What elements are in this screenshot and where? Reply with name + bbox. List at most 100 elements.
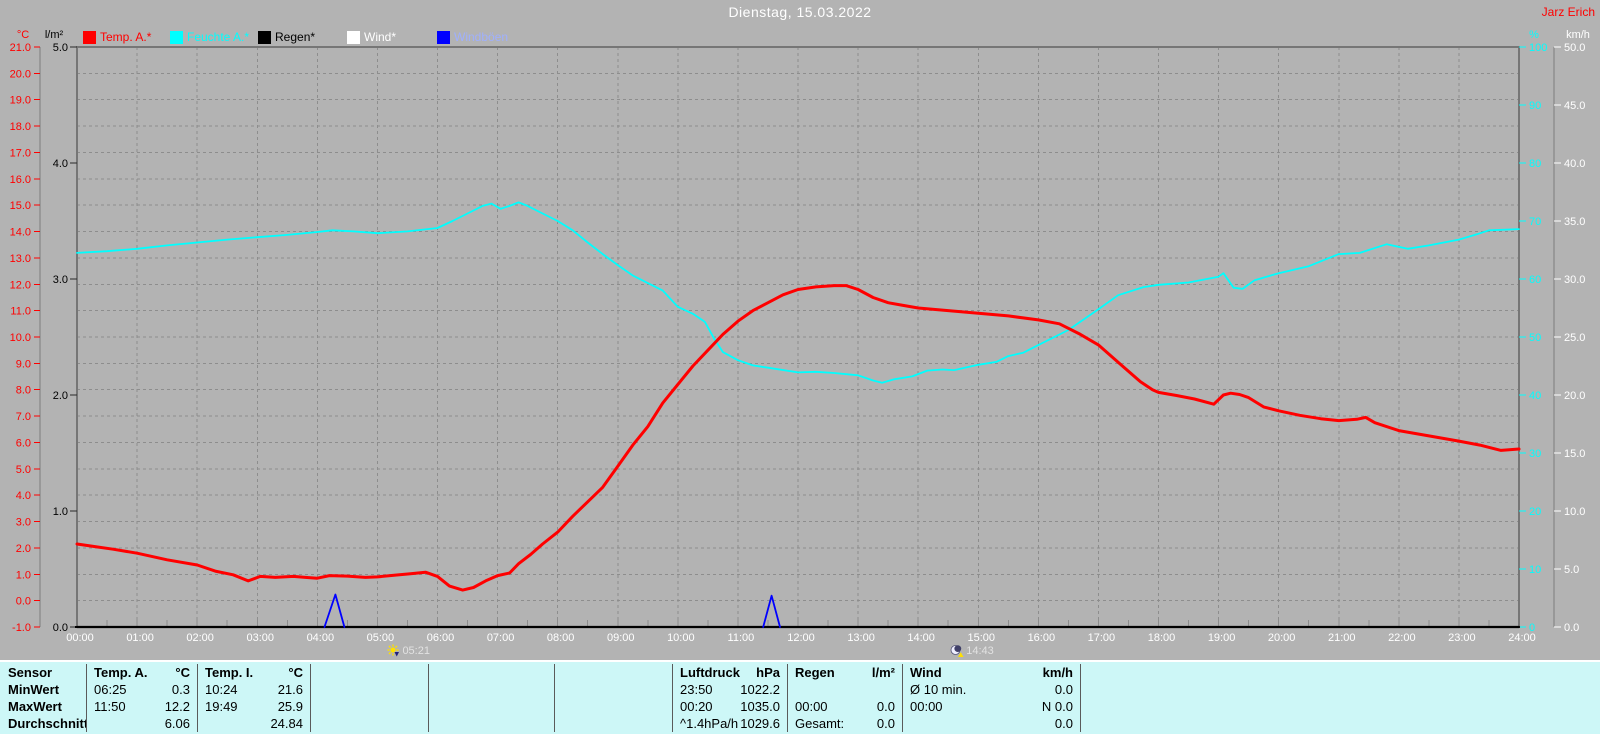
sensor-unit: hPa xyxy=(756,665,780,680)
legend-label: Wind* xyxy=(364,30,397,44)
table-header-row: Wind km/h xyxy=(903,664,1080,681)
table-value-row: 10:24 21.6 xyxy=(198,681,310,698)
x-tick-label: 03:00 xyxy=(246,632,274,644)
legend-label: Windböen xyxy=(454,30,509,44)
moon-rise-marker: 14:43 xyxy=(950,643,994,658)
humidity_pct-tick-label: 90 xyxy=(1529,100,1541,112)
value-time: 06:25 xyxy=(94,682,127,697)
temp_c-tick-label: 11.0 xyxy=(10,306,31,318)
value-number: 25.9 xyxy=(277,699,303,714)
table-col-empty-1 xyxy=(310,664,428,732)
table-value-row xyxy=(1081,681,1600,698)
x-tick-label: 23:00 xyxy=(1448,632,1476,644)
x-tick-label: 14:00 xyxy=(907,632,935,644)
moon-rise-icon xyxy=(950,644,964,657)
series-windb-en xyxy=(762,594,781,628)
wind_kmh-tick-label: 45.0 xyxy=(1564,100,1585,112)
humidity_pct-tick-label: 60 xyxy=(1529,274,1541,286)
wind_kmh-tick-label: 5.0 xyxy=(1564,564,1579,576)
table-value-row xyxy=(555,715,672,732)
humidity_pct-tick-label: 30 xyxy=(1529,448,1541,460)
weather-chart: 21.0 20.0 19.0 18.0 17.0 16.0 15.0 14.0 13.0 12.0… xyxy=(10,29,1590,644)
table-value-row xyxy=(311,698,428,715)
table-row-label: Sensor xyxy=(8,665,53,680)
temp_c-tick-label: 5.0 xyxy=(16,464,31,476)
legend-item-temp-a[interactable]: Temp. A.* xyxy=(83,30,151,44)
value-number: 1029.6 xyxy=(740,716,780,731)
table-value-row xyxy=(1081,698,1600,715)
wind_kmh-tick-label: 50.0 xyxy=(1564,42,1585,54)
temp_c-tick-label: 7.0 xyxy=(16,411,31,423)
temp_c-tick-label: 19.0 xyxy=(10,95,31,107)
x-tick-label: 18:00 xyxy=(1148,632,1176,644)
value-time: 10:24 xyxy=(205,682,238,697)
wind_kmh-tick-label: 0.0 xyxy=(1564,622,1579,634)
windb-en-swatch xyxy=(437,30,450,44)
legend-item-feuchte-a[interactable]: Feuchte A.* xyxy=(170,30,249,44)
humidity_pct-tick-label: 10 xyxy=(1529,564,1541,576)
temp_c-tick-label: 14.0 xyxy=(10,227,31,239)
x-tick-label: 13:00 xyxy=(847,632,875,644)
temp_c-tick-label: 0.0 xyxy=(16,596,31,608)
x-tick-label: 24:00 xyxy=(1508,632,1536,644)
table-value-row: Ø 10 min. 0.0 xyxy=(903,681,1080,698)
value-number: 6.06 xyxy=(164,716,190,731)
x-tick-label: 19:00 xyxy=(1208,632,1236,644)
sensor-unit: °C xyxy=(288,665,303,680)
table-value-row xyxy=(555,681,672,698)
x-tick-label: 05:00 xyxy=(367,632,395,644)
value-time: 00:00 xyxy=(795,699,828,714)
rain_lm2-tick-label: 4.0 xyxy=(53,158,68,170)
sensor-unit: °C xyxy=(175,665,190,680)
table-header-row: Regen l/m² xyxy=(788,664,902,681)
temp_c-tick-label: 18.0 xyxy=(10,121,31,133)
rain_lm2-tick-label: 5.0 xyxy=(53,42,68,54)
table-value-row: 00:00 N 0.0 xyxy=(903,698,1080,715)
value-number: 0.0 xyxy=(876,699,895,714)
wind_kmh-tick-label: 10.0 xyxy=(1564,506,1585,518)
table-row-label: MinWert xyxy=(8,682,60,697)
table-value-row xyxy=(311,715,428,732)
value-time: Ø 10 min. xyxy=(910,682,967,697)
rain_lm2-tick-label: 1.0 xyxy=(53,506,68,518)
x-tick-label: 08:00 xyxy=(547,632,575,644)
sensor-name: Regen xyxy=(795,665,835,680)
x-tick-label: 10:00 xyxy=(667,632,695,644)
table-value-row xyxy=(429,715,554,732)
x-tick-label: 01:00 xyxy=(126,632,154,644)
legend-item-wind[interactable]: Wind* xyxy=(347,30,396,44)
sensor-name: Temp. A. xyxy=(94,665,148,680)
table-col-temp-a: Temp. A. °C 06:25 0.3 11:50 12.2 6.06 xyxy=(86,664,197,732)
value-number: 24.84 xyxy=(270,716,303,731)
value-number: 12.2 xyxy=(164,699,190,714)
table-header-row xyxy=(555,664,672,681)
table-value-row: Gesamt: 0.0 xyxy=(788,715,902,732)
axes xyxy=(34,46,1561,628)
table-header-row: Luftdruck hPa xyxy=(673,664,787,681)
temp_c-tick-label: 9.0 xyxy=(16,358,31,370)
sensor-name: Wind xyxy=(910,665,942,680)
x-tick-label: 22:00 xyxy=(1388,632,1416,644)
rain_lm2-tick-label: 0.0 xyxy=(53,622,68,634)
wind_kmh-tick-label: 25.0 xyxy=(1564,332,1585,344)
value-number: 0.0 xyxy=(1054,682,1073,697)
value-time: 19:49 xyxy=(205,699,238,714)
sun-set-marker: 05:21 xyxy=(387,643,430,658)
x-tick-label: 15:00 xyxy=(967,632,995,644)
temp_c-tick-label: 20.0 xyxy=(10,68,31,80)
sensor-unit: km/h xyxy=(1042,665,1073,680)
x-tick-label: 02:00 xyxy=(186,632,214,644)
grid xyxy=(77,47,1519,627)
humidity_pct-tick-label: 70 xyxy=(1529,216,1541,228)
temp_c-tick-label: 4.0 xyxy=(16,490,31,502)
legend-item-regen[interactable]: Regen* xyxy=(258,30,315,44)
table-value-row: 23:50 1022.2 xyxy=(673,681,787,698)
legend-item-windb-en[interactable]: Windböen xyxy=(437,30,508,44)
temp_c-tick-label: 1.0 xyxy=(16,569,31,581)
table-row-label: MaxWert xyxy=(8,699,62,714)
x-tick-label: 17:00 xyxy=(1088,632,1116,644)
table-value-row xyxy=(429,681,554,698)
humidity_pct-tick-label: 80 xyxy=(1529,158,1541,170)
value-number: 1022.2 xyxy=(740,682,780,697)
